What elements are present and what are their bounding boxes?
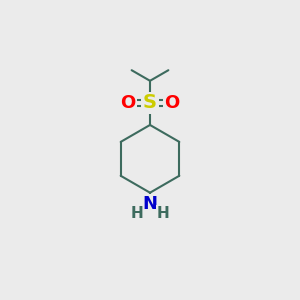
Text: O: O	[120, 94, 136, 112]
Text: N: N	[142, 195, 158, 213]
Text: S: S	[143, 93, 157, 112]
Text: H: H	[130, 206, 143, 220]
Text: H: H	[157, 206, 169, 220]
Text: O: O	[164, 94, 180, 112]
